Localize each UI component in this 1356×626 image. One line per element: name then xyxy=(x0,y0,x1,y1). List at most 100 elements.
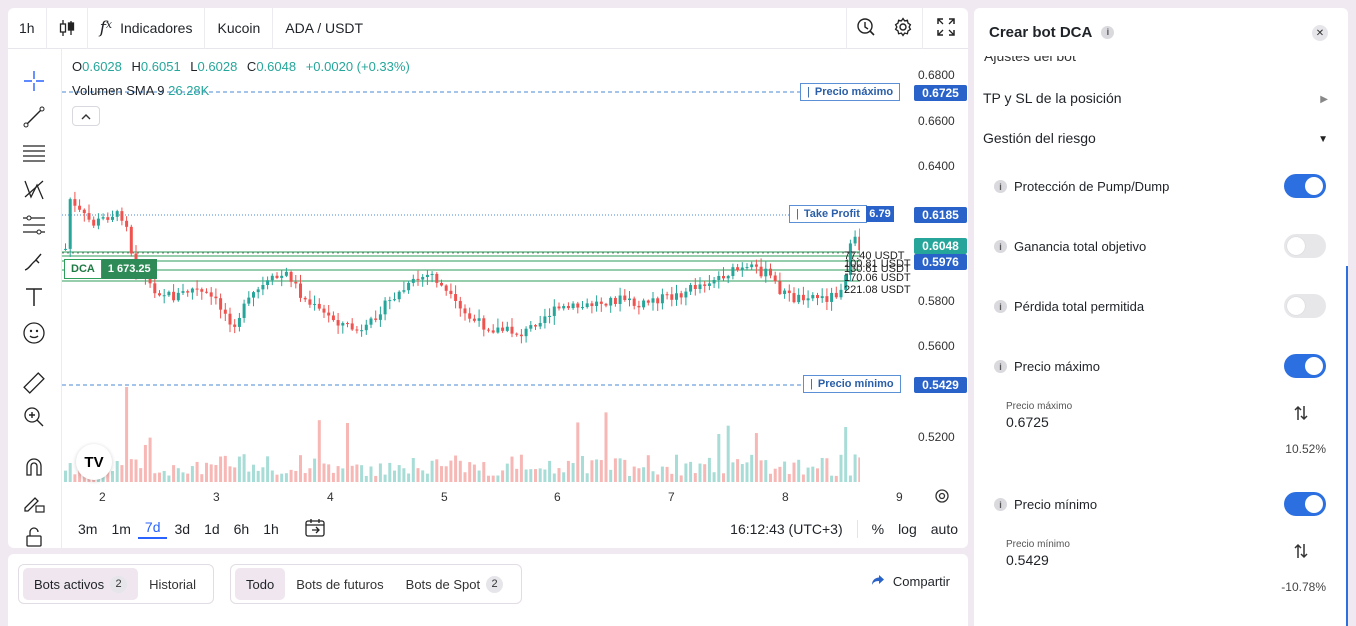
info-icon[interactable]: i xyxy=(994,498,1007,511)
alert-button[interactable] xyxy=(846,8,884,49)
chart-type-button[interactable] xyxy=(47,8,88,49)
range-1m[interactable]: 1m xyxy=(111,521,131,537)
max-price-input[interactable]: 0.6725 xyxy=(1006,414,1049,430)
divider xyxy=(856,520,858,538)
pattern-tool[interactable] xyxy=(20,177,48,205)
range-3d[interactable]: 3d xyxy=(174,521,191,537)
filter-futures-label: Bots de futuros xyxy=(296,576,384,592)
option-label: Precio máximo xyxy=(1014,359,1100,374)
risk-section[interactable]: Gestión del riesgo xyxy=(983,130,1096,146)
ohlc-legend: O0.6028 H0.6051 L0.6028 C0.6048 +0.0020 … xyxy=(72,59,416,74)
trendline-icon xyxy=(22,105,46,134)
lock-tool[interactable] xyxy=(20,525,48,548)
info-icon[interactable]: i xyxy=(994,180,1007,193)
auto-toggle[interactable]: auto xyxy=(930,521,958,537)
toggle-knob xyxy=(1305,177,1323,195)
share-button[interactable]: Compartir xyxy=(871,574,950,589)
price-axis[interactable]: 0.6800 0.6600 0.6400 0.5800 0.5600 0.520… xyxy=(914,49,968,509)
measure-tool[interactable] xyxy=(20,371,48,399)
fib-tool[interactable] xyxy=(20,213,48,241)
axis-settings-button[interactable] xyxy=(934,488,950,509)
percent-toggle[interactable]: % xyxy=(871,521,885,537)
min-price-swap-button[interactable] xyxy=(1294,542,1308,565)
smiley-icon xyxy=(22,321,46,350)
settings-button[interactable] xyxy=(884,8,922,49)
info-icon[interactable]: i xyxy=(994,240,1007,253)
toolbar-right xyxy=(846,8,968,49)
pump-dump-toggle[interactable] xyxy=(1284,174,1326,198)
time-axis[interactable]: 2 3 4 5 6 7 8 9 xyxy=(62,484,903,508)
total-loss-toggle[interactable] xyxy=(1284,294,1326,318)
toggle-knob xyxy=(1287,297,1305,315)
close-label: C xyxy=(246,59,257,74)
filter-all-label: Todo xyxy=(246,576,275,592)
min-price-toggle[interactable] xyxy=(1284,492,1326,516)
exchange-button[interactable]: Kucoin xyxy=(205,8,274,49)
info-icon[interactable]: i xyxy=(1101,25,1115,39)
goto-date-button[interactable] xyxy=(304,518,326,541)
max-price-tag-label: Precio máximo xyxy=(814,86,894,98)
max-price-swap-button[interactable] xyxy=(1294,404,1308,427)
text-tool[interactable] xyxy=(20,285,48,313)
time-tick: 4 xyxy=(327,490,334,504)
horizontal-lines-tool[interactable] xyxy=(20,141,48,169)
range-bar: 3m 1m 7d 3d 1d 6h 1h 16:12:43 (UTC+3) % … xyxy=(62,510,968,548)
log-toggle[interactable]: log xyxy=(898,521,917,537)
pair-button[interactable]: ADA / USDT xyxy=(273,8,375,49)
dca-axis-label: 0.5976 xyxy=(914,254,967,270)
bot-type-filter: Todo Bots de futuros Bots de Spot 2 xyxy=(230,564,522,604)
filter-all[interactable]: Todo xyxy=(235,568,286,600)
take-profit-axis-label: 0.6185 xyxy=(914,207,967,223)
magnet-tool[interactable] xyxy=(20,455,48,483)
filter-spot[interactable]: Bots de Spot 2 xyxy=(395,568,514,600)
volume-label: Volumen SMA 9 xyxy=(72,83,165,98)
price-chart[interactable]: O0.6028 H0.6051 L0.6028 C0.6048 +0.0020 … xyxy=(62,49,968,509)
risk-label: Gestión del riesgo xyxy=(983,130,1096,146)
create-dca-bot-panel: Ajustes del bot Crear bot DCA i ✕ TP y S… xyxy=(974,8,1348,626)
volume-legend[interactable]: Volumen SMA 9 26.28K xyxy=(72,83,209,98)
range-1h[interactable]: 1h xyxy=(263,521,279,537)
info-icon[interactable]: i xyxy=(994,300,1007,313)
interval-button[interactable]: 1h xyxy=(8,8,47,49)
time-tick: 6 xyxy=(554,490,561,504)
bots-tabs: Bots activos 2 Historial xyxy=(18,564,214,604)
range-6h[interactable]: 6h xyxy=(233,521,250,537)
min-price-tag[interactable]: | Precio mínimo xyxy=(803,375,901,393)
low-label: L xyxy=(190,59,198,74)
clock-display[interactable]: 16:12:43 (UTC+3) xyxy=(730,521,843,537)
take-profit-tag[interactable]: | Take Profit xyxy=(789,205,867,223)
share-arrow-icon xyxy=(871,574,885,589)
tab-active-bots[interactable]: Bots activos 2 xyxy=(23,568,139,600)
range-7d[interactable]: 7d xyxy=(137,519,168,539)
high-value: 0.6051 xyxy=(140,59,181,74)
open-value: 0.6028 xyxy=(82,59,122,74)
max-price-percent: 10.52% xyxy=(1285,442,1326,456)
lock-drawing-tool[interactable] xyxy=(20,491,48,519)
tab-active-bots-label: Bots activos xyxy=(34,576,105,592)
range-3m[interactable]: 3m xyxy=(78,521,98,537)
filter-futures[interactable]: Bots de futuros xyxy=(285,568,394,600)
dca-tag[interactable]: DCA 1 673.25 xyxy=(64,259,157,279)
trendline-tool[interactable] xyxy=(20,105,48,133)
zoom-tool[interactable] xyxy=(20,405,48,433)
swap-vertical-icon xyxy=(1294,405,1308,426)
fib-icon xyxy=(22,213,46,242)
info-icon[interactable]: i xyxy=(994,360,1007,373)
close-panel-button[interactable]: ✕ xyxy=(1312,25,1328,41)
min-price-input[interactable]: 0.5429 xyxy=(1006,552,1049,568)
collapse-legend-button[interactable] xyxy=(72,106,100,126)
max-price-tag[interactable]: | Precio máximo xyxy=(800,83,901,101)
crosshair-tool[interactable] xyxy=(20,69,48,97)
tab-history[interactable]: Historial xyxy=(138,568,207,600)
total-profit-toggle[interactable] xyxy=(1284,234,1326,258)
brush-tool[interactable] xyxy=(20,249,48,277)
emoji-tool[interactable] xyxy=(20,321,48,349)
tradingview-logo[interactable]: TV xyxy=(76,444,112,480)
fullscreen-button[interactable] xyxy=(922,8,968,49)
max-price-toggle[interactable] xyxy=(1284,354,1326,378)
panel-scrollbar[interactable] xyxy=(1346,266,1348,626)
chevron-right-icon: ▶ xyxy=(1320,94,1328,105)
tp-sl-section[interactable]: TP y SL de la posición xyxy=(983,90,1122,106)
range-1d[interactable]: 1d xyxy=(204,521,220,537)
